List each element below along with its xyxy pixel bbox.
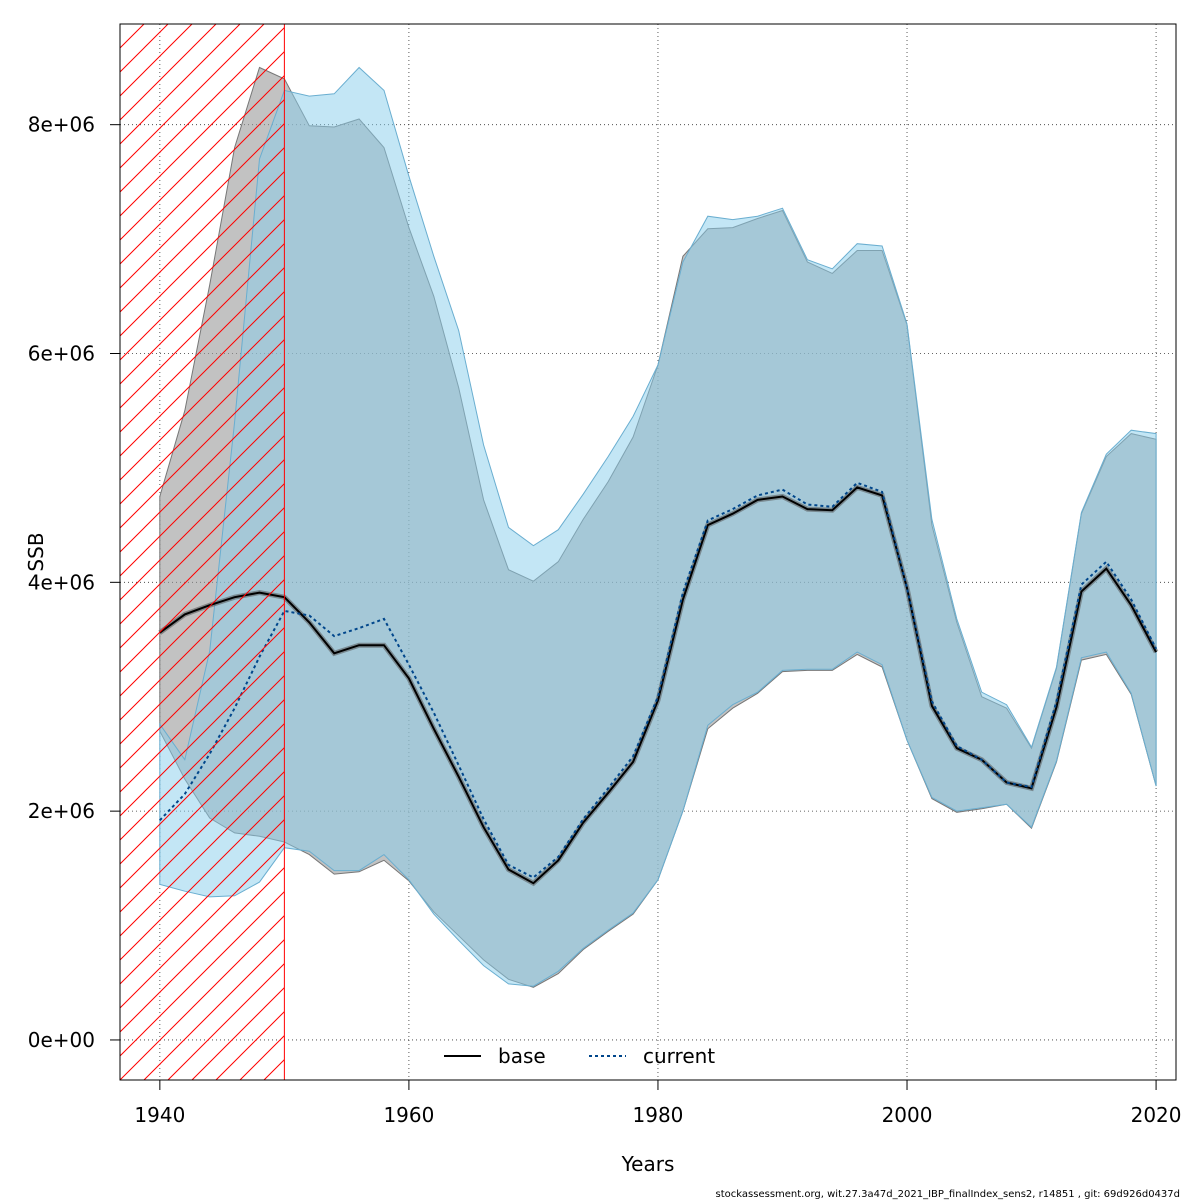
y-tick-label: 6e+06 xyxy=(28,341,95,365)
x-axis: 1940 1960 1980 2000 2020 xyxy=(134,1079,1182,1127)
y-tick-label: 4e+06 xyxy=(28,570,95,594)
x-tick-label: 1940 xyxy=(134,1103,185,1127)
current-confidence-band xyxy=(159,66,1157,987)
legend: base current xyxy=(444,1044,715,1068)
legend-current-label: current xyxy=(643,1044,715,1068)
x-tick-label: 2020 xyxy=(1131,1103,1182,1127)
current-estimate-line xyxy=(159,481,1157,879)
x-tick-label: 1960 xyxy=(383,1103,434,1127)
excluded-period-hatch xyxy=(120,24,285,1080)
y-tick-label: 2e+06 xyxy=(28,799,95,823)
y-tick-label: 8e+06 xyxy=(28,113,95,137)
legend-base-label: base xyxy=(498,1044,546,1068)
footer-credit: stockassessment.org, wit.27.3a47d_2021_I… xyxy=(716,1189,1180,1200)
x-tick-label: 1980 xyxy=(633,1103,684,1127)
y-axis: 0e+00 2e+06 4e+06 6e+06 8e+06 xyxy=(28,113,121,1052)
y-axis-title: SSB xyxy=(24,532,48,571)
y-tick-label: 0e+00 xyxy=(28,1028,95,1052)
x-axis-title: Years xyxy=(621,1152,675,1176)
x-tick-label: 2000 xyxy=(882,1103,933,1127)
